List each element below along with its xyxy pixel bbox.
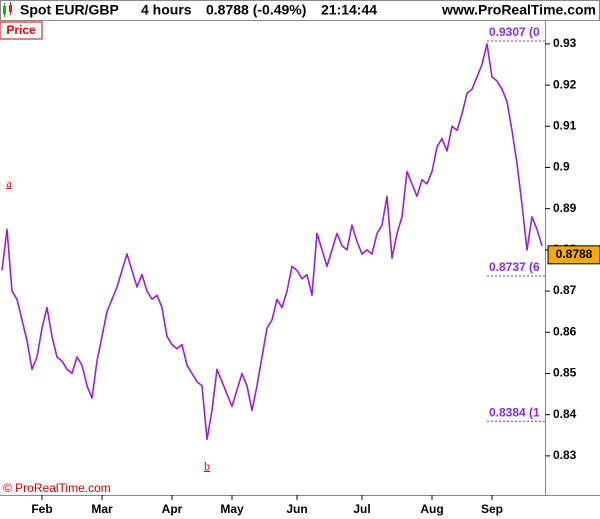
x-tick-label: Sep: [481, 502, 503, 516]
y-tick-label: 0.85: [553, 366, 577, 380]
timeframe: 4 hours: [141, 2, 192, 18]
y-tick-label: 0.83: [553, 448, 577, 462]
y-tick-label: 0.92: [553, 77, 577, 91]
level-label: 0.9307 (0: [489, 25, 540, 39]
last-price-label: 0.8788: [556, 247, 593, 261]
y-tick-label: 0.84: [553, 407, 577, 421]
level-label: 0.8737 (6: [489, 260, 540, 274]
y-tick-label: 0.93: [553, 36, 577, 50]
site: www.ProRealTime.com: [441, 2, 596, 18]
x-tick-label: Mar: [91, 502, 113, 516]
y-tick-label: 0.9: [553, 160, 570, 174]
last-change: 0.8788 (-0.49%): [206, 2, 306, 18]
clock: 21:14:44: [321, 2, 377, 18]
x-tick-label: Apr: [162, 502, 183, 516]
y-tick-label: 0.91: [553, 118, 577, 132]
price-line: [1, 43, 543, 441]
y-tick-label: 0.86: [553, 324, 577, 338]
x-tick-label: Jun: [286, 502, 307, 516]
header-icon: [3, 2, 12, 17]
y-tick-label: 0.87: [553, 283, 577, 297]
price-label: Price: [6, 23, 36, 37]
instrument: Spot EUR/GBP: [20, 2, 119, 18]
x-tick-label: May: [220, 502, 244, 516]
price-badge: [0, 21, 43, 40]
level-label: 0.8384 (1: [489, 405, 540, 419]
copyright: © ProRealTime.com: [3, 481, 111, 495]
annotation: b: [204, 459, 210, 473]
x-tick-label: Feb: [31, 502, 52, 516]
x-tick-label: Jul: [353, 502, 370, 516]
x-tick-label: Aug: [420, 502, 443, 516]
last-price-box: [547, 245, 600, 265]
annotation: a: [6, 176, 12, 190]
y-tick-label: 0.89: [553, 201, 577, 215]
